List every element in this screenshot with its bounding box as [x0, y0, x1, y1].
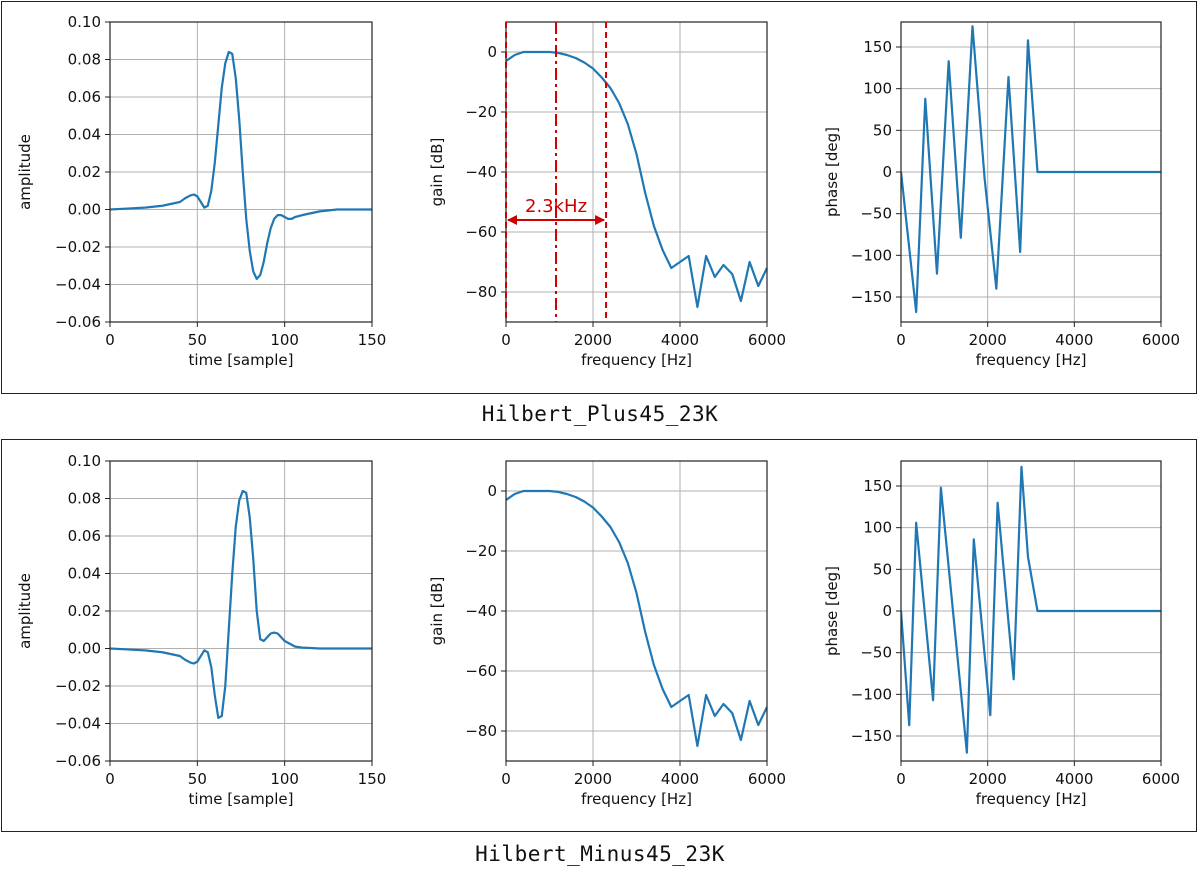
chart-4: 0 2000 4000 6000 −80 −60 −40 −20 0 frequency [Hz]… — [428, 460, 786, 808]
chart-2: 0 2000 4000 6000 −150 −100 −50 0 50 100 150 frequen… — [823, 21, 1180, 369]
y-axis-label: phase [deg] — [823, 566, 841, 656]
y-tick-label: 0.06 — [68, 527, 101, 545]
top-figure-panel — [1, 1, 1197, 394]
y-tick-label: −60 — [465, 662, 497, 680]
y-tick-label: −100 — [851, 246, 892, 264]
data-series-line — [506, 50, 767, 309]
y-tick-label: 0.10 — [68, 452, 101, 470]
chart-3: 0 50 100 150 −0.06 −0.04 −0.02 0.00 0.02 0.04 0.06… — [16, 452, 386, 808]
y-tick-label: 0.02 — [68, 602, 101, 620]
y-tick-label: 150 — [863, 38, 892, 56]
x-tick-label: 50 — [188, 770, 207, 788]
y-axis-label: phase [deg] — [823, 127, 841, 217]
y-tick-label: 50 — [873, 121, 892, 139]
y-tick-label: −80 — [465, 722, 497, 740]
x-tick-label: 100 — [270, 331, 299, 349]
y-tick-label: 0 — [487, 43, 497, 61]
x-tick-label: 2000 — [969, 331, 1007, 349]
y-tick-label: 50 — [873, 560, 892, 578]
y-tick-label: 100 — [863, 80, 892, 98]
x-tick-label: 4000 — [1055, 770, 1093, 788]
x-tick-label: 50 — [188, 331, 207, 349]
y-tick-label: 0.02 — [68, 163, 101, 181]
y-tick-label: 0.08 — [68, 51, 101, 69]
y-tick-label: 150 — [863, 477, 892, 495]
x-axis-label: time [sample] — [189, 790, 294, 808]
bandwidth-annotation: 2.3kHz — [505, 22, 608, 322]
y-tick-label: −20 — [465, 542, 497, 560]
x-tick-label: 100 — [270, 770, 299, 788]
x-tick-label: 6000 — [748, 770, 786, 788]
x-tick-label: 0 — [501, 770, 511, 788]
x-tick-label: 0 — [896, 770, 906, 788]
y-tick-label: −0.06 — [55, 752, 101, 770]
x-axis-label: frequency [Hz] — [976, 351, 1087, 369]
x-tick-label: 4000 — [1055, 331, 1093, 349]
y-tick-label: −0.02 — [55, 677, 101, 695]
y-tick-label: 0.00 — [68, 201, 101, 219]
data-series-line — [506, 489, 767, 748]
y-tick-label: 0.06 — [68, 88, 101, 106]
x-axis-label: time [sample] — [189, 351, 294, 369]
x-tick-label: 6000 — [748, 331, 786, 349]
x-tick-label: 6000 — [1142, 331, 1180, 349]
x-tick-label: 150 — [358, 331, 387, 349]
data-series-line — [901, 465, 1161, 754]
x-tick-label: 150 — [358, 770, 387, 788]
x-tick-label: 0 — [896, 331, 906, 349]
y-tick-label: −150 — [851, 288, 892, 306]
y-tick-label: −0.04 — [55, 276, 101, 294]
y-tick-label: −40 — [465, 163, 497, 181]
y-tick-label: 0.10 — [68, 13, 101, 31]
y-tick-label: −60 — [465, 223, 497, 241]
y-tick-label: 0 — [882, 602, 892, 620]
x-tick-label: 2000 — [969, 770, 1007, 788]
y-tick-label: 0 — [487, 482, 497, 500]
x-axis-label: frequency [Hz] — [976, 790, 1087, 808]
y-tick-label: −50 — [860, 205, 892, 223]
y-tick-label: 0 — [882, 163, 892, 181]
x-tick-label: 0 — [501, 331, 511, 349]
y-tick-label: 0.04 — [68, 565, 101, 583]
data-series-line — [110, 50, 372, 280]
x-axis-label: frequency [Hz] — [581, 351, 692, 369]
arrow-head-left — [507, 215, 517, 225]
x-tick-label: 6000 — [1142, 770, 1180, 788]
arrow-head-right — [595, 215, 606, 225]
chart-5: 0 2000 4000 6000 −150 −100 −50 0 50 100 150 frequen… — [823, 460, 1180, 808]
y-tick-label: −20 — [465, 103, 497, 121]
chart-0: 0 50 100 150 −0.06 −0.04 −0.02 0.00 0.02 0.04 0.06… — [16, 13, 386, 369]
chart-1: 0 2000 4000 6000 −80 −60 −40 −20 0 frequency [Hz]… — [428, 21, 786, 369]
x-tick-label: 4000 — [661, 331, 699, 349]
x-axis-label: frequency [Hz] — [581, 790, 692, 808]
y-axis-label: amplitude — [16, 134, 34, 210]
x-tick-label: 4000 — [661, 770, 699, 788]
y-tick-label: 0.00 — [68, 640, 101, 658]
y-tick-label: −0.02 — [55, 238, 101, 256]
x-tick-label: 0 — [105, 770, 115, 788]
y-tick-label: −0.04 — [55, 715, 101, 733]
y-tick-label: −150 — [851, 727, 892, 745]
data-series-line — [110, 489, 372, 719]
x-tick-label: 2000 — [574, 770, 612, 788]
x-tick-label: 0 — [105, 331, 115, 349]
x-tick-label: 2000 — [574, 331, 612, 349]
y-axis-label: gain [dB] — [428, 138, 446, 207]
y-tick-label: −100 — [851, 685, 892, 703]
y-tick-label: −0.06 — [55, 313, 101, 331]
data-series-line — [901, 25, 1161, 314]
y-tick-label: 100 — [863, 519, 892, 537]
top-figure-caption: Hilbert_Plus45_23K — [481, 402, 719, 426]
y-tick-label: 0.04 — [68, 126, 101, 144]
y-tick-label: −40 — [465, 602, 497, 620]
y-tick-label: 0.08 — [68, 490, 101, 508]
y-axis-label: amplitude — [16, 573, 34, 649]
bandwidth-label: 2.3kHz — [525, 196, 587, 217]
bottom-figure-caption: Hilbert_Minus45_23K — [475, 842, 725, 866]
y-axis-label: gain [dB] — [428, 577, 446, 646]
y-tick-label: −50 — [860, 644, 892, 662]
y-tick-label: −80 — [465, 283, 497, 301]
